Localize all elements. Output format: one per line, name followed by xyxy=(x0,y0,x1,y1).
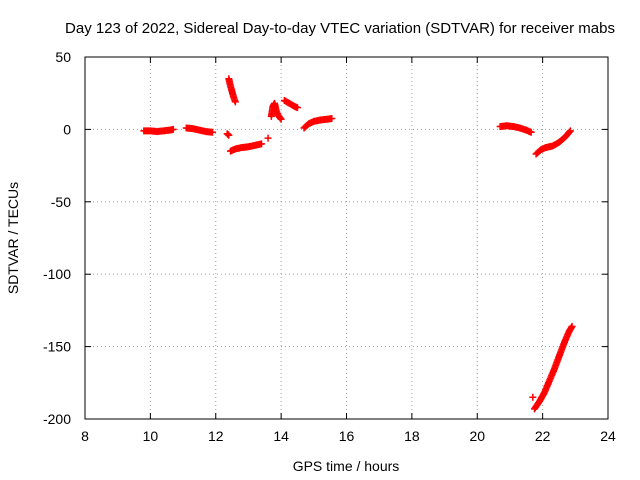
y-tick-label: -150 xyxy=(43,339,71,355)
data-point xyxy=(169,125,177,133)
y-tick-label: -50 xyxy=(51,194,71,210)
x-tick-label: 14 xyxy=(273,428,289,444)
grid-lines xyxy=(85,57,608,419)
chart-title: Day 123 of 2022, Sidereal Day-to-day VTE… xyxy=(65,20,615,37)
data-point xyxy=(568,322,576,330)
data-point xyxy=(527,128,535,136)
x-tick-label: 24 xyxy=(600,428,616,444)
y-tick-label: -100 xyxy=(43,266,71,282)
data-point xyxy=(328,115,336,123)
x-tick-label: 22 xyxy=(535,428,551,444)
x-tick-label: 12 xyxy=(208,428,224,444)
data-point xyxy=(258,140,266,148)
data-point xyxy=(529,393,537,401)
y-tick-label: 50 xyxy=(55,49,71,65)
data-point xyxy=(276,114,284,122)
x-axis-label: GPS time / hours xyxy=(293,458,400,474)
x-tick-label: 16 xyxy=(339,428,355,444)
y-tick-label: -200 xyxy=(43,411,71,427)
axis-ticks: 8 10 12 14 16 18 20 22 24 -200 -150 -100 -50 0 50 xyxy=(43,49,616,444)
data-point xyxy=(208,128,216,136)
data-point xyxy=(264,134,272,142)
data-point xyxy=(277,115,285,123)
data-point xyxy=(293,104,301,112)
y-axis-label: SDTVAR / TECUs xyxy=(5,182,21,294)
data-point xyxy=(565,128,573,136)
data-point xyxy=(566,127,574,135)
x-tick-label: 8 xyxy=(81,428,89,444)
x-tick-label: 10 xyxy=(143,428,159,444)
y-tick-label: 0 xyxy=(63,121,71,137)
x-tick-label: 18 xyxy=(404,428,420,444)
data-point xyxy=(231,98,239,106)
data-markers xyxy=(140,75,576,413)
x-tick-label: 20 xyxy=(469,428,485,444)
data-point xyxy=(225,131,233,139)
